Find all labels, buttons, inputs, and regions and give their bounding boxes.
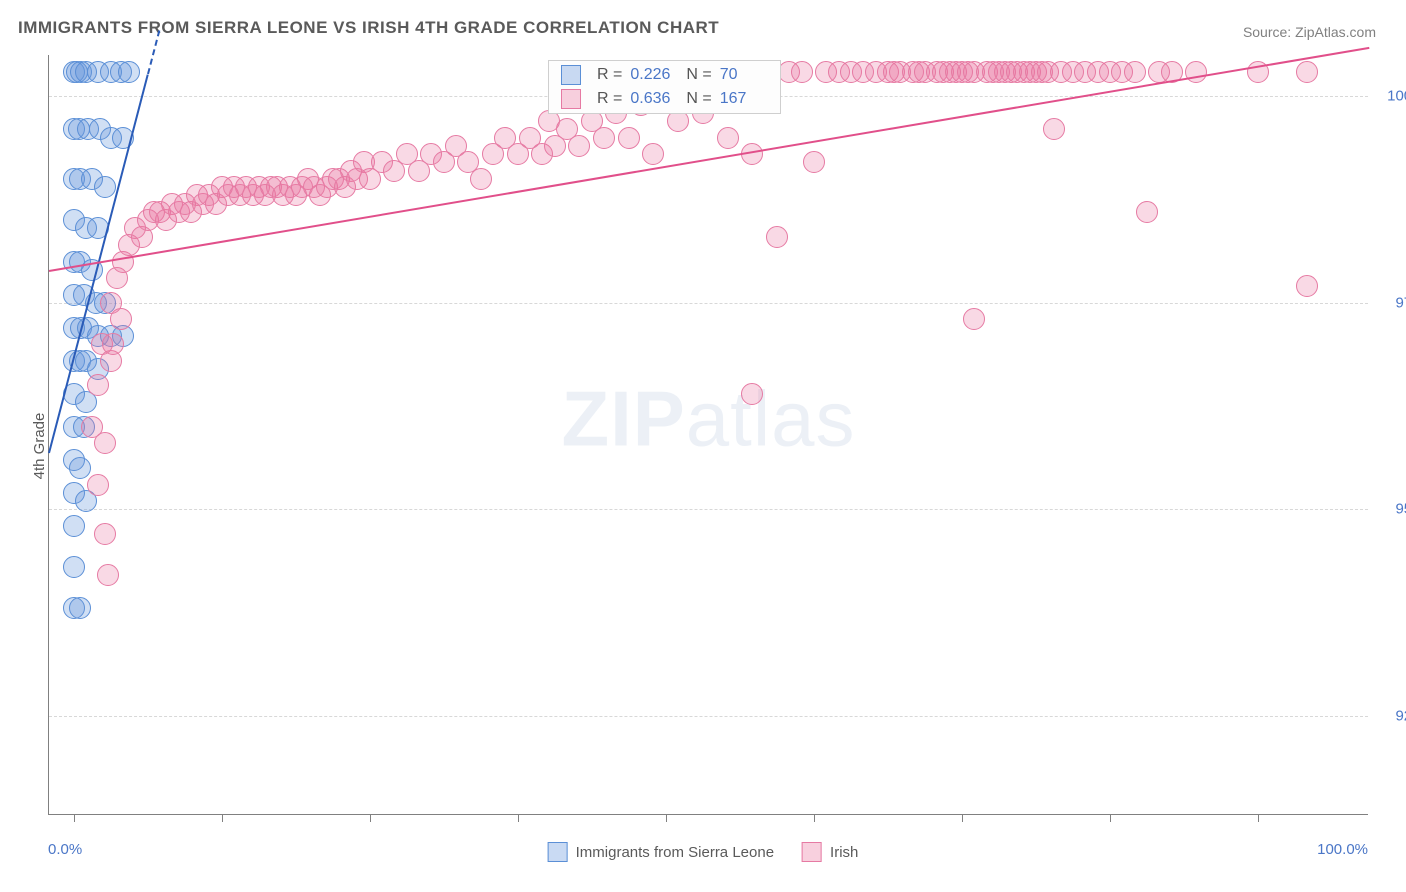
data-point <box>110 308 132 330</box>
data-point <box>1296 275 1318 297</box>
x-tick <box>814 814 815 822</box>
x-tick <box>222 814 223 822</box>
x-tick <box>370 814 371 822</box>
x-axis-max-label: 100.0% <box>1317 841 1368 858</box>
data-point <box>1296 61 1318 83</box>
data-point <box>69 597 91 619</box>
source-credit: Source: ZipAtlas.com <box>1243 24 1376 40</box>
x-tick <box>74 814 75 822</box>
data-point <box>717 127 739 149</box>
source-prefix: Source: <box>1243 24 1295 40</box>
y-tick-label: 100.0% <box>1378 88 1406 105</box>
x-tick <box>1258 814 1259 822</box>
data-point <box>963 308 985 330</box>
legend-item-sierra-leone: Immigrants from Sierra Leone <box>548 842 774 862</box>
legend-swatch-icon <box>548 842 568 862</box>
data-point <box>1124 61 1146 83</box>
y-tick-label: 97.5% <box>1378 294 1406 311</box>
y-axis-label: 4th Grade <box>31 413 48 480</box>
data-point <box>63 556 85 578</box>
legend: Immigrants from Sierra Leone Irish <box>548 842 859 862</box>
data-point <box>87 474 109 496</box>
y-tick-label: 95.0% <box>1378 501 1406 518</box>
gridline <box>49 509 1368 510</box>
chart-title: IMMIGRANTS FROM SIERRA LEONE VS IRISH 4T… <box>18 18 719 38</box>
chart-container: IMMIGRANTS FROM SIERRA LEONE VS IRISH 4T… <box>0 0 1406 892</box>
x-tick <box>1110 814 1111 822</box>
data-point <box>791 61 813 83</box>
data-point <box>1136 201 1158 223</box>
data-point <box>94 176 116 198</box>
y-tick-label: 92.5% <box>1378 707 1406 724</box>
watermark: ZIPatlas <box>561 374 855 465</box>
plot-area: ZIPatlas 92.5%95.0%97.5%100.0% <box>48 55 1368 815</box>
source-name: ZipAtlas.com <box>1295 24 1376 40</box>
data-point <box>618 127 640 149</box>
data-point <box>118 61 140 83</box>
data-point <box>87 374 109 396</box>
watermark-rest: atlas <box>686 375 856 463</box>
gridline <box>49 716 1368 717</box>
legend-item-irish: Irish <box>802 842 858 862</box>
x-tick <box>666 814 667 822</box>
data-point <box>94 523 116 545</box>
data-point <box>102 333 124 355</box>
legend-label: Irish <box>830 844 858 861</box>
data-point <box>1043 118 1065 140</box>
x-tick <box>962 814 963 822</box>
x-axis-min-label: 0.0% <box>48 841 82 858</box>
legend-label: Immigrants from Sierra Leone <box>576 844 774 861</box>
data-point <box>568 135 590 157</box>
data-point <box>470 168 492 190</box>
data-point <box>642 143 664 165</box>
stats-row: R =0.636N =167 <box>549 87 780 111</box>
data-point <box>63 515 85 537</box>
data-point <box>803 151 825 173</box>
data-point <box>593 127 615 149</box>
legend-swatch-icon <box>802 842 822 862</box>
stats-swatch-icon <box>561 65 581 85</box>
stats-swatch-icon <box>561 89 581 109</box>
data-point <box>94 432 116 454</box>
data-point <box>69 457 91 479</box>
x-tick <box>518 814 519 822</box>
stats-box: R =0.226N =70R =0.636N =167 <box>548 60 781 114</box>
data-point <box>97 564 119 586</box>
data-point <box>741 383 763 405</box>
data-point <box>766 226 788 248</box>
watermark-bold: ZIP <box>561 375 685 463</box>
gridline <box>49 303 1368 304</box>
stats-row: R =0.226N =70 <box>549 63 780 87</box>
